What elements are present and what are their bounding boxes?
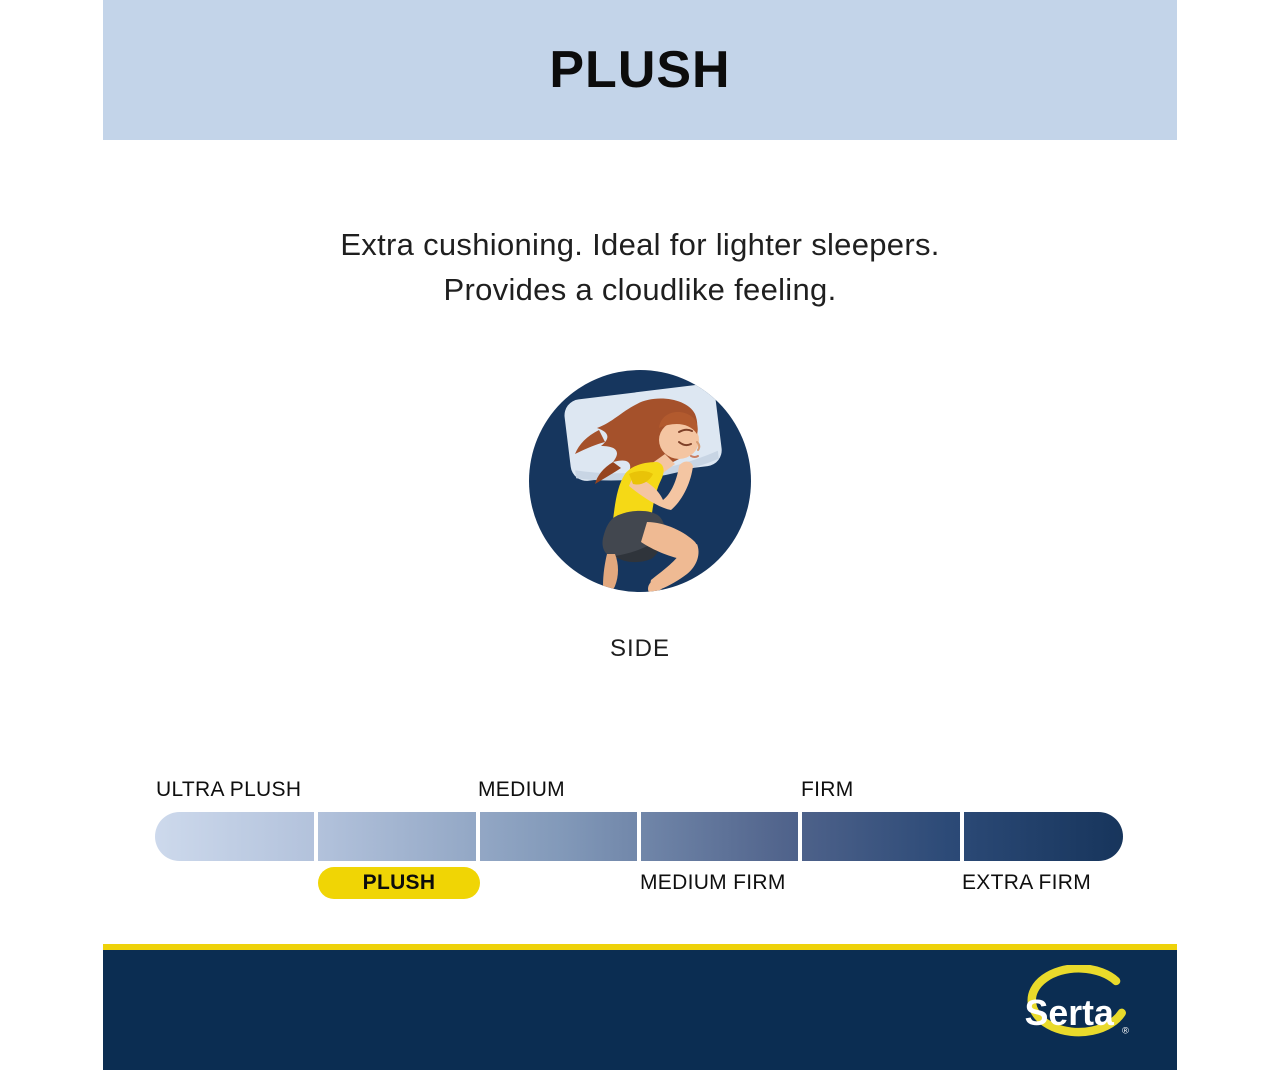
side-sleeper-icon [529, 370, 751, 592]
description-line-2: Provides a cloudlike feeling. [443, 272, 837, 307]
side-sleeper-illustration [529, 370, 751, 592]
scale-label-extra-firm: EXTRA FIRM [962, 871, 1092, 894]
scale-label-firm: FIRM [801, 778, 854, 801]
header-band: PLUSH [103, 0, 1177, 140]
brand-name: Serta [1025, 993, 1115, 1033]
selected-firmness-badge: PLUSH [318, 867, 480, 899]
registered-mark: ® [1122, 1026, 1129, 1036]
scale-separator [959, 812, 964, 861]
sleep-position-caption: SIDE [609, 635, 670, 662]
footer-band: Serta ® [103, 950, 1177, 1070]
page-title: PLUSH [549, 41, 731, 99]
scale-label-medium: MEDIUM [478, 778, 565, 801]
scale-label-ultra-plush: ULTRA PLUSH [156, 778, 302, 801]
firmness-scale-bar [155, 812, 1123, 861]
description-text: Extra cushioning. Ideal for lighter slee… [0, 222, 1280, 312]
serta-logo: Serta ® [1025, 965, 1129, 1037]
scale-separator [314, 812, 319, 861]
description-line-1: Extra cushioning. Ideal for lighter slee… [340, 227, 940, 262]
scale-label-medium-firm: MEDIUM FIRM [640, 871, 786, 894]
footer-accent-line [103, 944, 1177, 950]
scale-separator [475, 812, 480, 861]
scale-separator [637, 812, 641, 861]
scale-separator [798, 812, 803, 861]
